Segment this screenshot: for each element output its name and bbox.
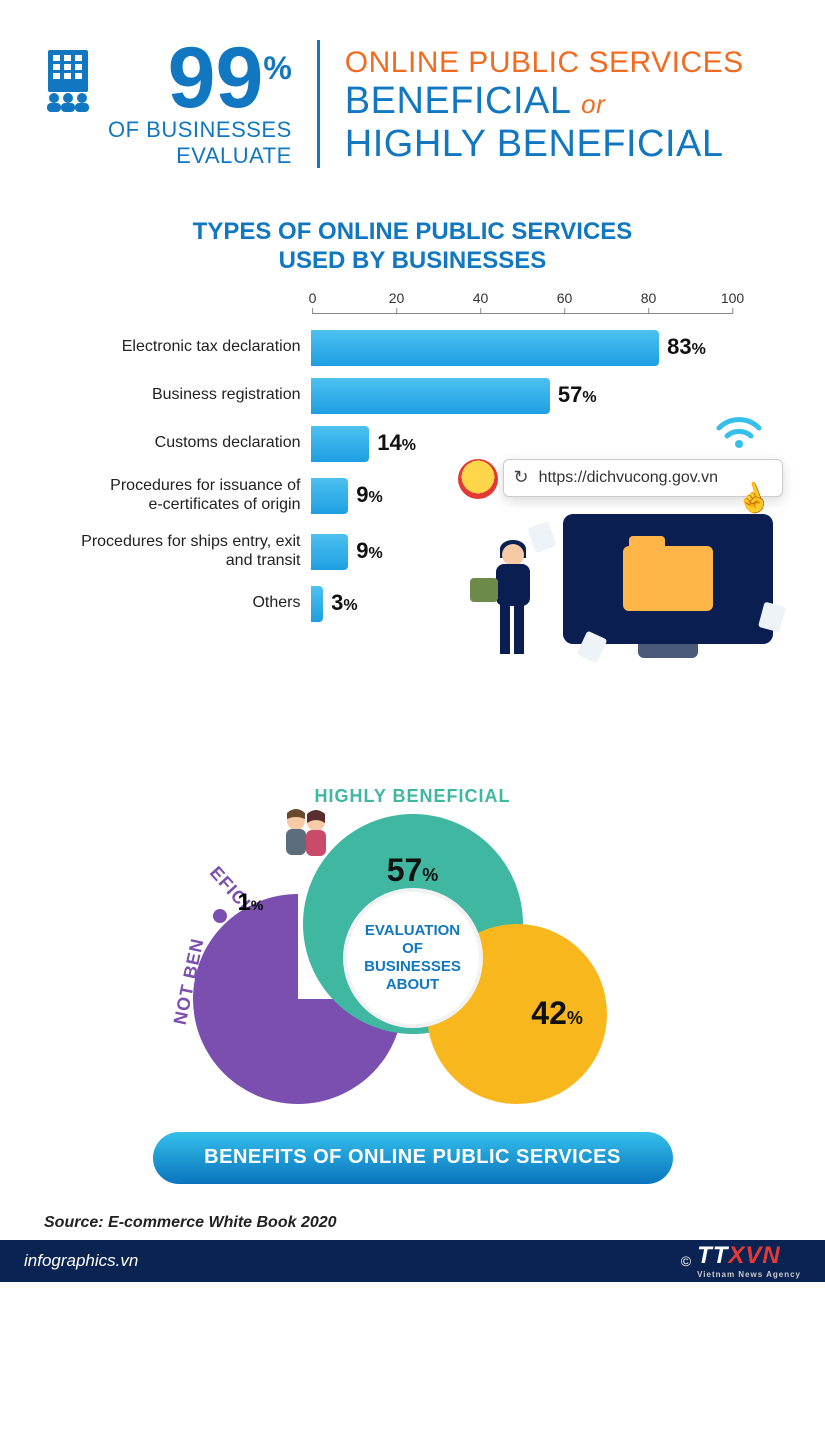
bar-row: Business registration 57%	[53, 372, 773, 420]
percent-symbol: %	[263, 50, 291, 86]
bar-label: Procedures for ships entry, exitand tran…	[53, 533, 311, 570]
bar-track: 57%	[311, 378, 731, 414]
axis-tick: 100	[721, 290, 744, 306]
venn-center-l3: BUSINESSES	[364, 958, 461, 976]
reload-icon: ↻	[514, 467, 529, 488]
venn-val-highly: 57	[387, 852, 423, 888]
logo-x: X	[728, 1242, 745, 1269]
header-right-line1: ONLINE PUBLIC SERVICES	[345, 46, 744, 80]
footer-site: infographics.vn	[24, 1251, 138, 1271]
header-or: or	[581, 89, 605, 119]
x-axis: 020406080100	[313, 294, 733, 314]
bar-value: 83%	[667, 334, 706, 360]
bar	[311, 586, 324, 622]
chart-title: TYPES OF ONLINE PUBLIC SERVICES USED BY …	[40, 218, 785, 276]
bar-value: 9%	[356, 482, 382, 508]
bar	[311, 426, 370, 462]
bar-value: 9%	[356, 538, 382, 564]
bar-value: 3%	[331, 590, 357, 616]
people-icon	[278, 809, 334, 864]
monitor-icon	[563, 514, 773, 644]
header: 99% OF BUSINESSES EVALUATE ONLINE PUBLIC…	[40, 40, 785, 168]
building-people-icon	[40, 48, 96, 117]
chart-title-l2: USED BY BUSINESSES	[40, 247, 785, 276]
logo-tt: TT	[697, 1242, 728, 1269]
bar-value: 14%	[377, 430, 416, 456]
axis-tick: 40	[473, 290, 489, 306]
emblem-icon	[458, 459, 498, 499]
venn-dot-not	[213, 909, 227, 923]
person-icon	[488, 544, 543, 654]
wifi-icon	[715, 414, 763, 455]
headline-percent: 99	[168, 40, 264, 117]
bar-row: Electronic tax declaration 83%	[53, 324, 773, 372]
venn-center-circle: EVALUATION OF BUSINESSES ABOUT	[343, 888, 483, 1028]
bar-track: 83%	[311, 330, 731, 366]
copyright-symbol: ©	[681, 1253, 691, 1269]
axis-tick: 20	[389, 290, 405, 306]
venn-pill-label: BENEFITS OF ONLINE PUBLIC SERVICES	[153, 1132, 673, 1184]
axis-tick: 0	[309, 290, 317, 306]
headline-sub2: EVALUATE	[108, 143, 292, 168]
url-text: https://dichvucong.gov.vn	[539, 469, 718, 487]
logo-vn: VN	[745, 1242, 780, 1269]
venn-val-not: 1	[238, 889, 251, 916]
bar-label: Customs declaration	[53, 434, 311, 452]
bar-label: Procedures for issuance ofe-certificates…	[53, 477, 311, 514]
folder-icon	[623, 546, 713, 611]
logo-sub: Vietnam News Agency	[697, 1270, 801, 1279]
bar-value: 57%	[558, 382, 597, 408]
chart-title-l1: TYPES OF ONLINE PUBLIC SERVICES	[40, 218, 785, 247]
bar	[311, 330, 660, 366]
bar-label: Others	[53, 594, 311, 612]
headline-sub1: OF BUSINESSES	[108, 117, 292, 142]
header-beneficial: BENEFICIAL	[345, 80, 570, 122]
venn-center-l1: EVALUATION	[364, 922, 461, 940]
bar-chart: 020406080100 Electronic tax declaration 8…	[53, 294, 773, 654]
footer-logo: © TTXVN Vietnam News Agency	[681, 1242, 801, 1279]
bar	[311, 478, 349, 514]
footer: Source: E-commerce White Book 2020 infog…	[0, 1214, 825, 1282]
axis-tick: 60	[557, 290, 573, 306]
venn-val-beneficial: 42	[531, 995, 567, 1031]
axis-tick: 80	[641, 290, 657, 306]
bar-label: Business registration	[53, 386, 311, 404]
source-text: Source: E-commerce White Book 2020	[0, 1214, 825, 1232]
venn-center-l2: OF	[364, 940, 461, 958]
header-highly-beneficial: HIGHLY BENEFICIAL	[345, 123, 744, 166]
evaluation-venn: HIGHLY BENEFICIAL BENE FICIAL NOT BEN EF…	[53, 714, 773, 1184]
illustration: ↻ https://dichvucong.gov.vn ☝	[433, 424, 783, 654]
venn-center-l4: ABOUT	[364, 976, 461, 994]
bar	[311, 378, 550, 414]
bar-label: Electronic tax declaration	[53, 338, 311, 356]
venn-label-highly: HIGHLY BENEFICIAL	[314, 786, 510, 807]
bar	[311, 534, 349, 570]
